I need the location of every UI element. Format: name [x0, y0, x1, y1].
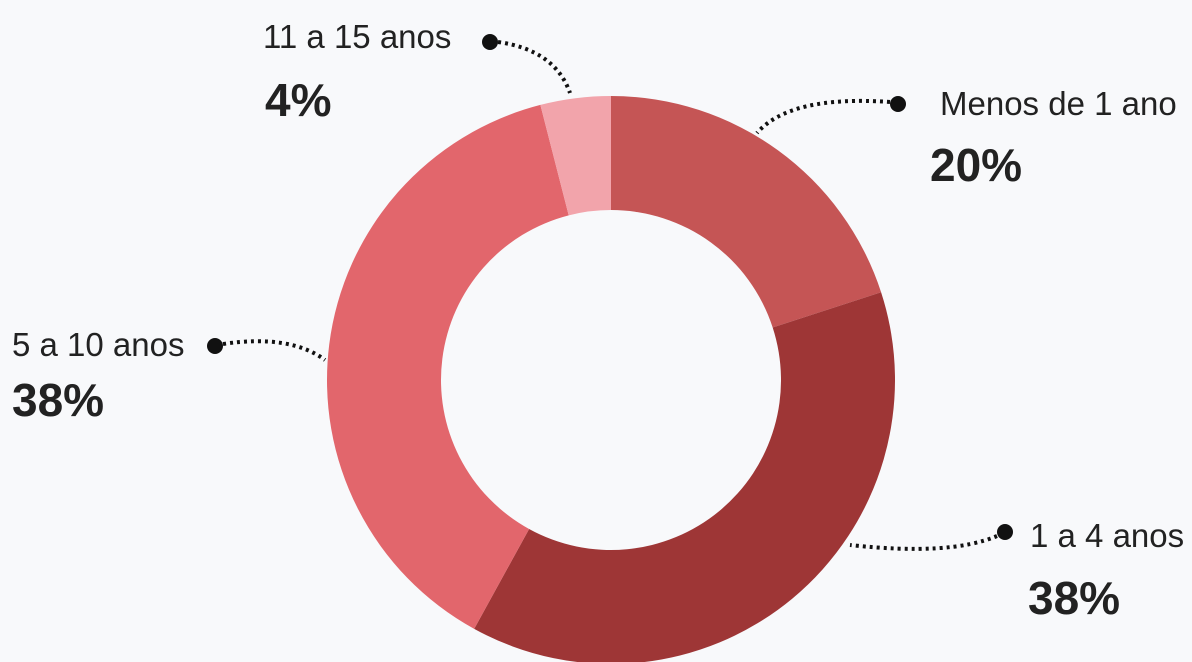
- slice-label: 11 a 15 anos: [263, 18, 451, 55]
- leader-line: [497, 40, 572, 94]
- slice-value-label: 38%: [1028, 572, 1120, 624]
- leader-dot: [207, 338, 223, 354]
- slice-label: 5 a 10 anos: [12, 326, 184, 363]
- leader-lines: [207, 34, 1013, 551]
- donut-slice: [611, 96, 882, 328]
- leader-line: [222, 339, 327, 362]
- leader-dot: [890, 96, 906, 112]
- slice-value-label: 20%: [930, 139, 1022, 191]
- leader-line: [755, 98, 891, 135]
- leader-dot: [997, 524, 1013, 540]
- leader-dot: [482, 34, 498, 50]
- donut-slice: [540, 96, 611, 216]
- slice-label: Menos de 1 ano: [940, 85, 1177, 122]
- donut-slice: [474, 292, 895, 662]
- donut-slice: [327, 104, 569, 629]
- slice-label: 1 a 4 anos: [1030, 517, 1184, 554]
- slice-value-label: 4%: [265, 74, 331, 126]
- slice-value-label: 38%: [12, 374, 104, 426]
- leader-line: [849, 534, 998, 551]
